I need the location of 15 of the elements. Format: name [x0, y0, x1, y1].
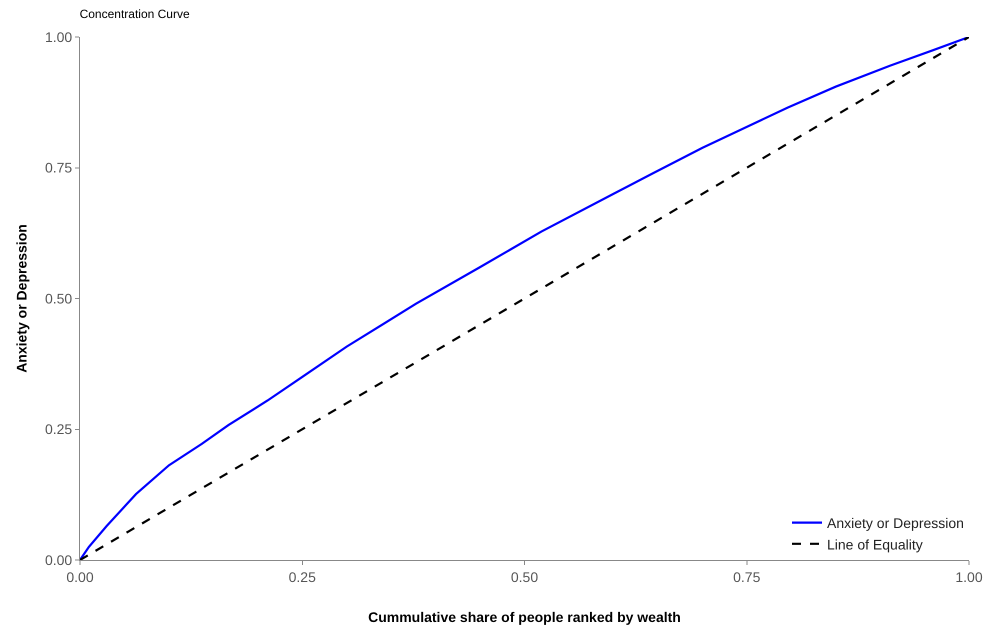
x-tick-label: 0.00: [66, 568, 94, 585]
y-tick-label: 1.00: [44, 28, 72, 45]
legend-label: Anxiety or Depression: [827, 515, 964, 532]
x-tick-label: 0.75: [733, 568, 761, 585]
y-axis-title: Anxiety or Depression: [14, 224, 30, 373]
chart-title: Concentration Curve: [80, 6, 190, 21]
x-tick-label: 0.50: [510, 568, 538, 585]
y-tick-label: 0.75: [44, 160, 72, 176]
x-tick-label: 1.00: [955, 568, 983, 585]
y-tick-label: 0.00: [44, 552, 72, 568]
y-tick-label: 0.25: [44, 421, 72, 438]
x-tick-label: 0.25: [288, 568, 316, 585]
x-axis-title: Cummulative share of people ranked by wealth: [368, 609, 681, 626]
legend-label: Line of Equality: [827, 536, 923, 552]
y-tick-label: 0.50: [44, 290, 72, 306]
